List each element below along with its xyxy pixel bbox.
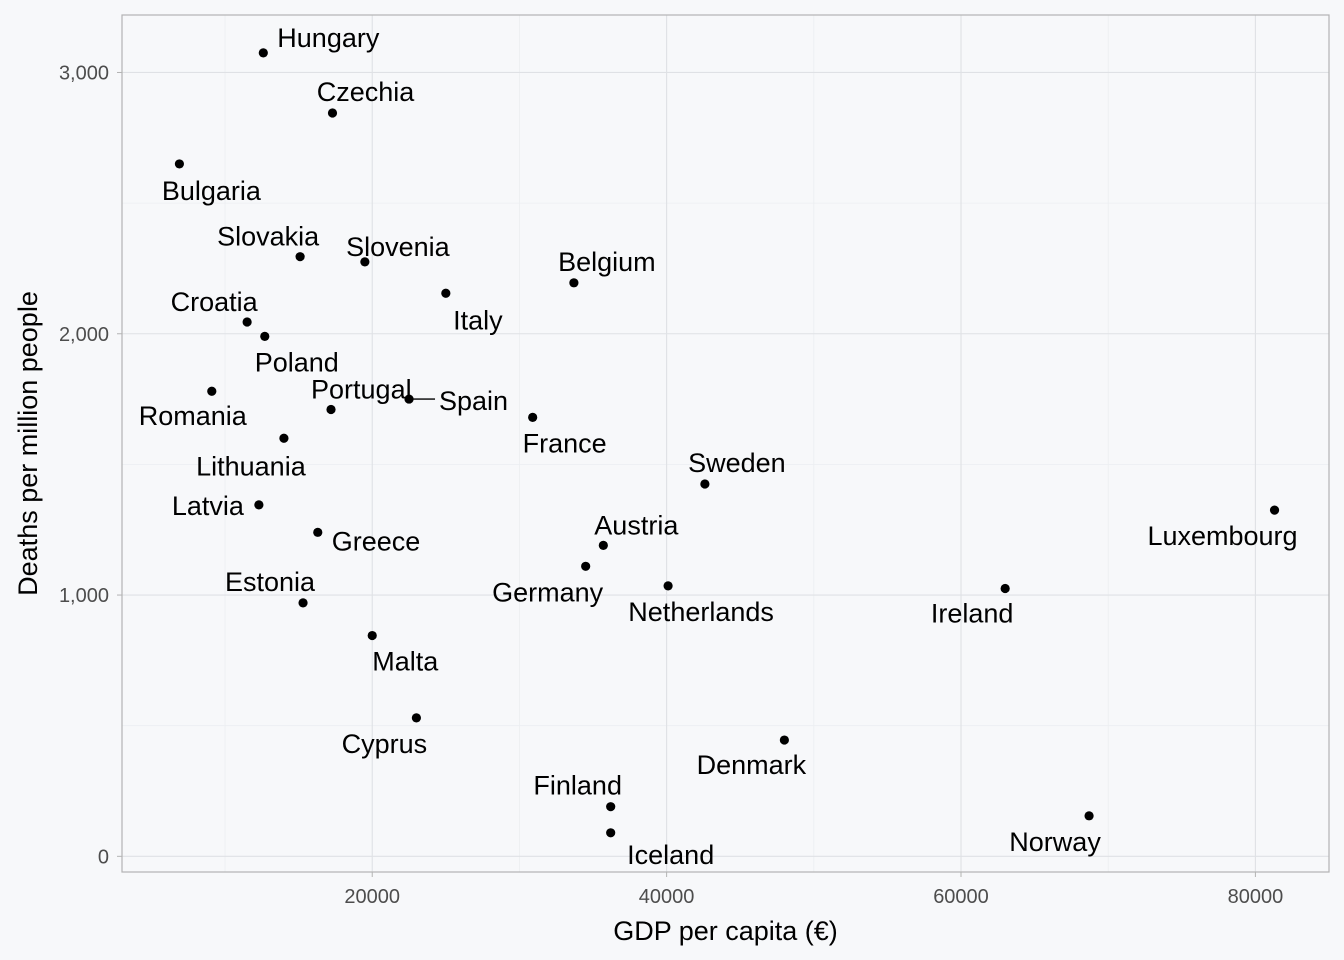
y-tick-label: 0 (98, 846, 109, 868)
label-romania: Romania (139, 401, 248, 431)
label-austria: Austria (594, 510, 679, 540)
label-finland: Finland (533, 771, 622, 801)
label-norway: Norway (1009, 827, 1101, 857)
label-greece: Greece (332, 526, 421, 556)
label-belgium: Belgium (558, 247, 656, 277)
point-estonia (298, 598, 308, 608)
y-axis-ticks: 0 1,000 2,000 3,000 (59, 62, 122, 868)
point-belgium (569, 278, 579, 288)
label-latvia: Latvia (172, 491, 245, 521)
label-spain: Spain (439, 386, 508, 416)
label-malta: Malta (372, 647, 439, 677)
point-slovenia (360, 257, 370, 267)
point-denmark (779, 735, 789, 745)
point-netherlands (663, 581, 673, 591)
point-poland (260, 331, 270, 341)
label-hungary: Hungary (277, 23, 380, 53)
label-croatia: Croatia (171, 287, 259, 317)
plot-panel-border (121, 14, 1330, 873)
label-slovakia: Slovakia (217, 222, 320, 252)
label-netherlands: Netherlands (628, 597, 774, 627)
label-cyprus: Cyprus (342, 729, 428, 759)
point-sweden (700, 479, 710, 489)
point-romania (207, 386, 217, 396)
x-tick-label: 80000 (1228, 886, 1284, 908)
point-portugal (326, 404, 336, 415)
label-iceland: Iceland (627, 840, 714, 870)
point-slovakia (295, 252, 305, 262)
x-tick-label: 40000 (639, 886, 695, 908)
label-france: France (523, 428, 607, 458)
point-bulgaria (174, 159, 185, 169)
point-labels: Hungary Czechia Bulgaria Slovakia Slovenia Be… (139, 23, 1298, 870)
label-denmark: Denmark (697, 750, 807, 780)
point-germany (581, 561, 591, 571)
point-france (528, 412, 538, 422)
point-iceland (606, 828, 616, 838)
y-tick-label: 2,000 (59, 324, 109, 346)
point-czechia (327, 108, 338, 118)
label-czechia: Czechia (317, 77, 416, 107)
label-ireland: Ireland (931, 599, 1014, 629)
point-croatia (242, 317, 252, 327)
point-greece (313, 527, 323, 537)
point-luxembourg (1269, 505, 1280, 515)
point-finland (606, 802, 616, 812)
label-luxembourg: Luxembourg (1147, 521, 1297, 551)
grid-lines (122, 15, 1329, 872)
y-tick-label: 1,000 (59, 585, 109, 607)
label-portugal: Portugal (311, 375, 412, 405)
point-austria (598, 540, 608, 550)
label-sweden: Sweden (688, 448, 786, 478)
point-lithuania (279, 433, 289, 443)
label-slovenia: Slovenia (346, 232, 451, 262)
label-lithuania: Lithuania (196, 451, 307, 481)
point-latvia (254, 500, 264, 510)
y-tick-label: 3,000 (59, 62, 109, 84)
point-hungary (258, 48, 268, 58)
data-points (174, 48, 1280, 838)
point-ireland (1000, 583, 1010, 594)
point-cyprus (411, 713, 421, 723)
x-axis-title: GDP per capita (€) (613, 916, 838, 946)
x-tick-label: 60000 (933, 886, 989, 908)
y-axis-title: Deaths per million people (13, 291, 43, 596)
point-malta (367, 630, 377, 641)
label-poland: Poland (255, 347, 339, 377)
point-italy (441, 288, 451, 298)
label-bulgaria: Bulgaria (162, 176, 262, 206)
label-estonia: Estonia (225, 567, 316, 597)
label-germany: Germany (492, 577, 604, 607)
label-italy: Italy (453, 305, 503, 335)
point-norway (1084, 811, 1094, 821)
x-tick-label: 20000 (344, 886, 400, 908)
x-axis-ticks: 20000 40000 60000 80000 (344, 872, 1283, 908)
